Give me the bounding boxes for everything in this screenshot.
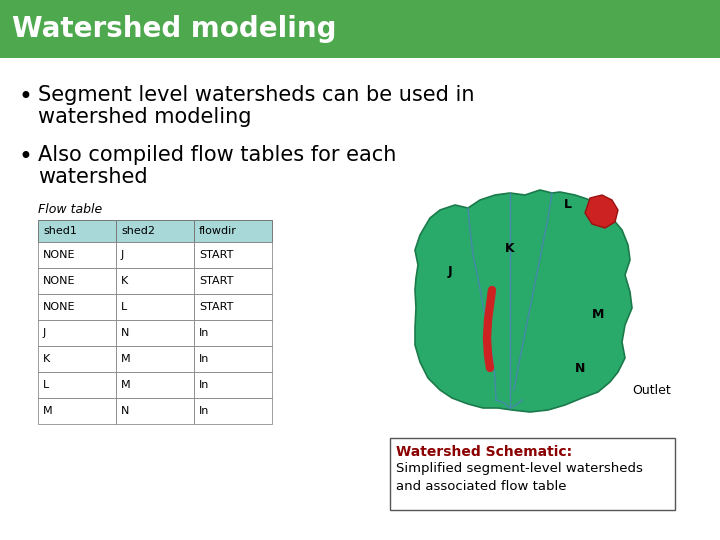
- Text: J: J: [43, 328, 46, 338]
- Text: watershed: watershed: [38, 167, 148, 187]
- Text: NONE: NONE: [43, 302, 76, 312]
- Text: In: In: [199, 380, 210, 390]
- Text: J: J: [448, 266, 452, 279]
- Text: Watershed Schematic:: Watershed Schematic:: [396, 445, 572, 459]
- FancyBboxPatch shape: [116, 220, 194, 242]
- Text: •: •: [18, 85, 32, 109]
- FancyBboxPatch shape: [0, 0, 720, 58]
- Text: L: L: [43, 380, 49, 390]
- FancyBboxPatch shape: [116, 320, 194, 346]
- Text: K: K: [43, 354, 50, 364]
- Text: L: L: [121, 302, 127, 312]
- Text: M: M: [121, 380, 130, 390]
- Text: Flow table: Flow table: [38, 203, 102, 216]
- FancyBboxPatch shape: [38, 346, 116, 372]
- FancyBboxPatch shape: [38, 220, 116, 242]
- FancyBboxPatch shape: [116, 268, 194, 294]
- Text: J: J: [121, 250, 125, 260]
- Text: L: L: [564, 199, 572, 212]
- Text: Also compiled flow tables for each: Also compiled flow tables for each: [38, 145, 397, 165]
- Text: shed1: shed1: [43, 226, 77, 236]
- FancyBboxPatch shape: [38, 268, 116, 294]
- Text: N: N: [121, 406, 130, 416]
- Text: NONE: NONE: [43, 276, 76, 286]
- FancyBboxPatch shape: [38, 372, 116, 398]
- FancyBboxPatch shape: [38, 242, 116, 268]
- Text: M: M: [592, 308, 604, 321]
- FancyBboxPatch shape: [116, 346, 194, 372]
- Text: Simplified segment-level watersheds
and associated flow table: Simplified segment-level watersheds and …: [396, 462, 643, 492]
- FancyBboxPatch shape: [194, 398, 272, 424]
- Text: START: START: [199, 276, 233, 286]
- Polygon shape: [585, 195, 618, 228]
- FancyBboxPatch shape: [116, 294, 194, 320]
- Text: START: START: [199, 250, 233, 260]
- Text: watershed modeling: watershed modeling: [38, 107, 251, 127]
- FancyBboxPatch shape: [194, 372, 272, 398]
- FancyBboxPatch shape: [38, 398, 116, 424]
- FancyBboxPatch shape: [194, 220, 272, 242]
- Text: Watershed modeling: Watershed modeling: [12, 15, 336, 43]
- Text: flowdir: flowdir: [199, 226, 237, 236]
- FancyBboxPatch shape: [116, 372, 194, 398]
- FancyBboxPatch shape: [38, 294, 116, 320]
- FancyBboxPatch shape: [38, 320, 116, 346]
- Text: START: START: [199, 302, 233, 312]
- Text: In: In: [199, 406, 210, 416]
- FancyBboxPatch shape: [194, 346, 272, 372]
- Text: •: •: [18, 145, 32, 169]
- FancyBboxPatch shape: [194, 242, 272, 268]
- Text: M: M: [121, 354, 130, 364]
- FancyBboxPatch shape: [194, 294, 272, 320]
- Text: Segment level watersheds can be used in: Segment level watersheds can be used in: [38, 85, 474, 105]
- Text: N: N: [575, 361, 585, 375]
- Polygon shape: [415, 190, 632, 412]
- Text: In: In: [199, 328, 210, 338]
- FancyBboxPatch shape: [194, 320, 272, 346]
- Text: M: M: [43, 406, 53, 416]
- FancyBboxPatch shape: [116, 242, 194, 268]
- Text: K: K: [121, 276, 128, 286]
- Text: NONE: NONE: [43, 250, 76, 260]
- Text: shed2: shed2: [121, 226, 155, 236]
- Text: Outlet: Outlet: [632, 383, 671, 396]
- Text: In: In: [199, 354, 210, 364]
- Text: K: K: [505, 241, 515, 254]
- FancyBboxPatch shape: [390, 438, 675, 510]
- FancyBboxPatch shape: [116, 398, 194, 424]
- Text: N: N: [121, 328, 130, 338]
- FancyBboxPatch shape: [194, 268, 272, 294]
